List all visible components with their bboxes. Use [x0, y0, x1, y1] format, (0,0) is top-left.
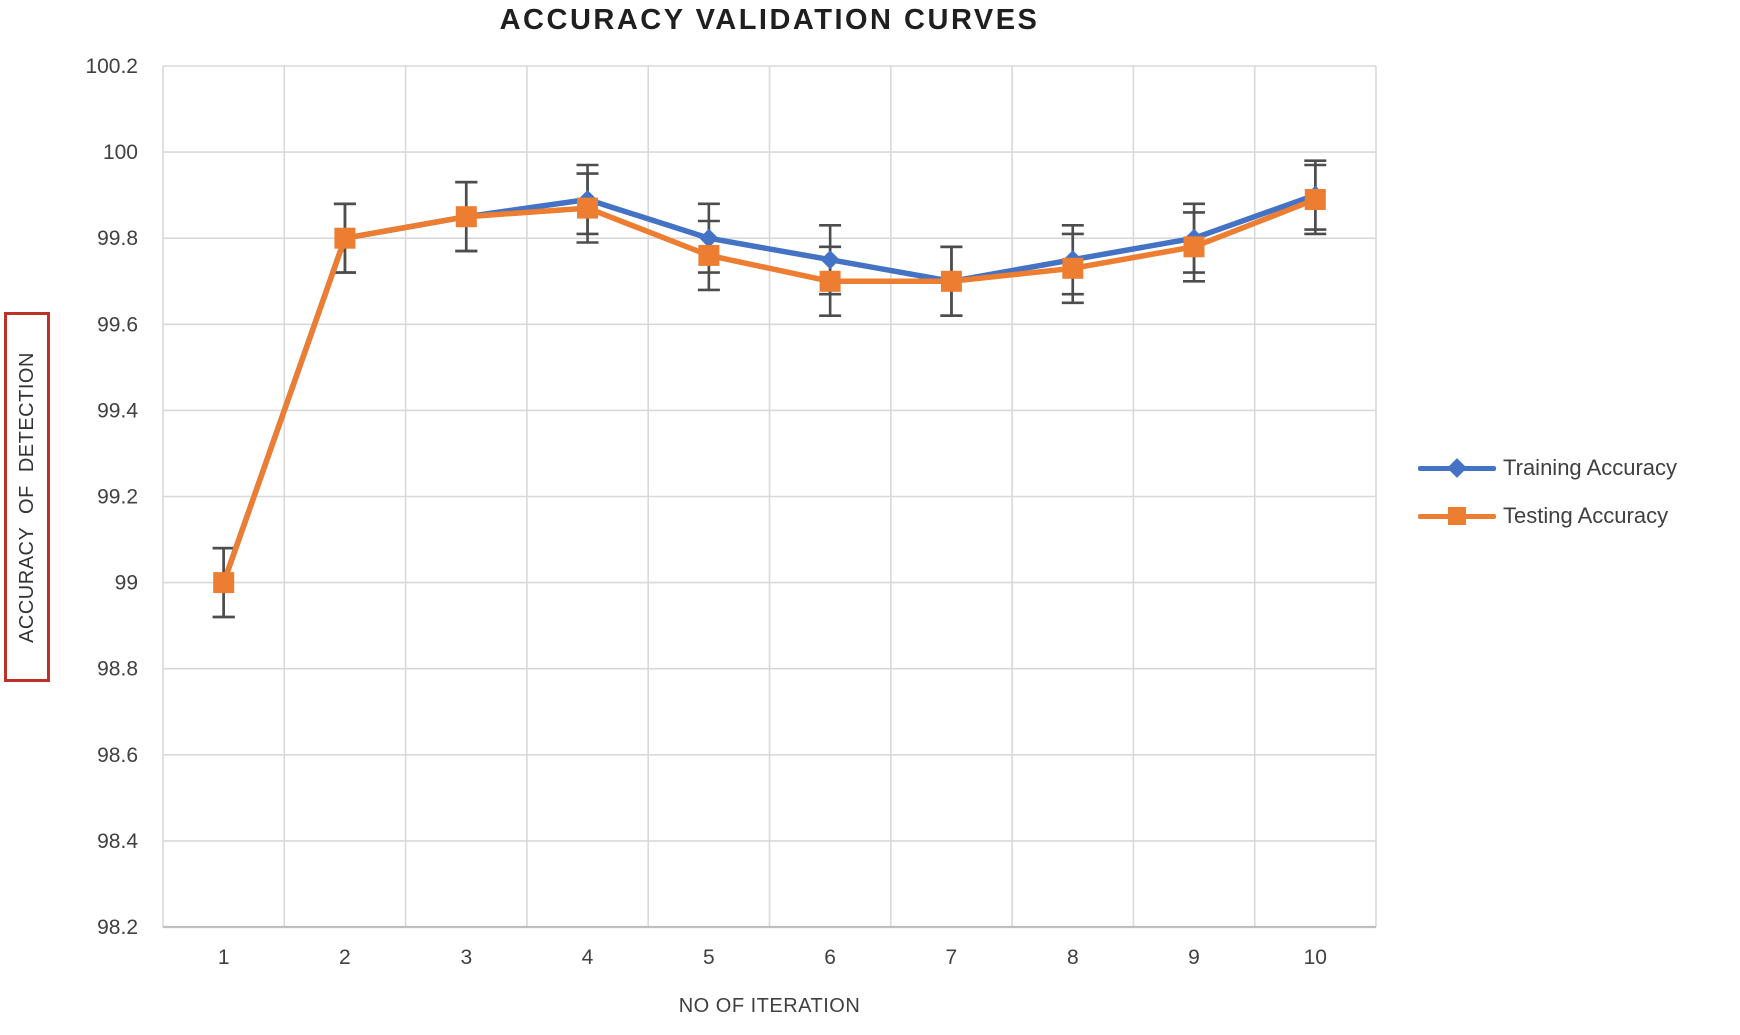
y-tick-label: 98.8 — [97, 658, 138, 681]
x-tick-label: 2 — [339, 946, 351, 969]
y-tick-label: 98.4 — [97, 830, 138, 853]
x-tick-label: 3 — [460, 946, 472, 969]
diamond-marker-icon — [1447, 458, 1467, 478]
legend-label-training: Training Accuracy — [1503, 455, 1678, 480]
legend-item-testing: Testing Accuracy — [1418, 492, 1738, 540]
square-marker-icon — [1304, 189, 1326, 210]
x-tick-label: 8 — [1067, 946, 1079, 969]
legend-label-testing: Testing Accuracy — [1503, 503, 1669, 528]
y-tick-label: 99 — [115, 572, 138, 595]
legend-item-training: Training Accuracy — [1418, 444, 1738, 492]
square-marker-icon — [1183, 236, 1205, 258]
square-marker-icon — [1448, 507, 1466, 525]
y-axis-title-box: ACCURACY OF DETECTION — [4, 312, 50, 682]
diamond-marker-icon — [699, 228, 719, 248]
x-axis-title: NO OF ITERATION — [678, 995, 861, 1017]
testing-series-swatch — [1418, 505, 1496, 527]
y-tick-label: 99.2 — [97, 486, 138, 509]
y-tick-label: 99.4 — [97, 399, 138, 422]
square-marker-icon — [1062, 257, 1084, 279]
square-marker-icon — [577, 197, 598, 219]
legend: Training Accuracy Testing Accuracy — [1418, 444, 1738, 540]
square-marker-icon — [819, 270, 841, 292]
series-line — [220, 196, 1319, 586]
chart-title: ACCURACY VALIDATION CURVES — [499, 4, 1040, 36]
y-tick-label: 99.8 — [97, 227, 138, 250]
diamond-marker-icon — [820, 250, 840, 270]
training-series-swatch — [1418, 457, 1496, 479]
square-marker-icon — [334, 227, 356, 249]
y-tick-label: 98.2 — [97, 916, 138, 939]
x-tick-label: 9 — [1188, 946, 1200, 969]
y-tick-label: 100 — [103, 141, 138, 164]
square-marker-icon — [213, 572, 235, 594]
x-tick-label: 7 — [946, 946, 958, 969]
x-tick-label: 1 — [218, 946, 230, 969]
x-tick-label: 4 — [582, 946, 594, 969]
square-marker-icon — [455, 206, 477, 228]
square-marker-icon — [940, 270, 962, 292]
x-tick-label: 5 — [703, 946, 715, 969]
y-tick-label: 98.6 — [97, 744, 138, 767]
x-tick-label: 6 — [824, 946, 836, 969]
y-tick-label: 99.6 — [97, 313, 138, 336]
x-tick-label: 10 — [1304, 946, 1327, 969]
square-marker-icon — [698, 244, 720, 266]
y-tick-label: 100.2 — [85, 55, 138, 78]
